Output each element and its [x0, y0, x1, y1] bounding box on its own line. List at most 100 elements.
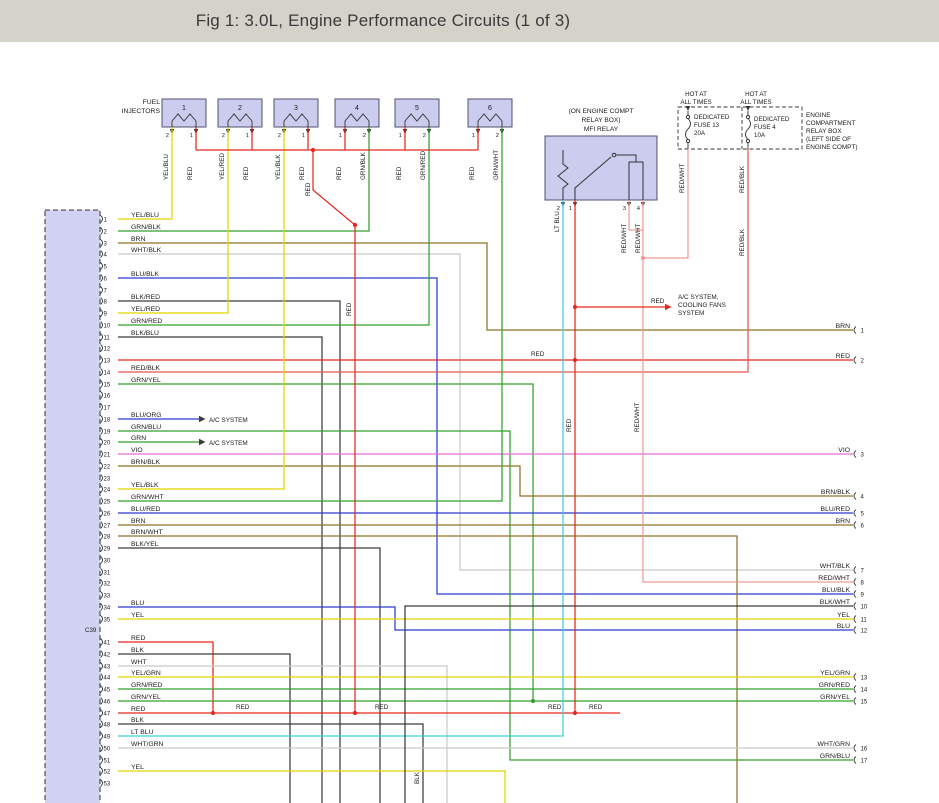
pin-bracket	[100, 286, 103, 294]
wire-blk	[118, 723, 424, 803]
pin-bracket	[853, 356, 857, 364]
wire-label: RED	[531, 351, 545, 358]
wire-label: BLU	[837, 623, 850, 630]
pin-bracket	[100, 497, 103, 505]
wire-label: BLK	[414, 771, 421, 784]
pin-number: 22	[104, 465, 111, 471]
wire-label: RED	[305, 182, 312, 196]
pin-bracket	[853, 326, 857, 334]
relay-box-location-label: (LEFT SIDE OF	[806, 136, 851, 143]
pin-bracket	[100, 356, 103, 364]
pin-bracket	[853, 602, 857, 610]
pin-number: 49	[104, 735, 111, 741]
wire-red	[312, 150, 356, 713]
pin-bracket	[100, 662, 103, 670]
injector-coil-icon	[344, 113, 370, 122]
wire-label: RED	[651, 298, 665, 305]
wire-wht	[118, 665, 448, 803]
pin-number: 51	[104, 759, 111, 765]
pin-number: 15	[861, 700, 868, 706]
pin-number: 4	[861, 495, 865, 501]
injector-pin-number: 2	[278, 133, 281, 139]
wire-label: RED/BLK	[739, 165, 746, 193]
pin-number: 5	[861, 512, 865, 518]
junction-dot	[640, 255, 646, 261]
wire-label: BLK/WHT	[820, 599, 850, 606]
wire-label: RED	[589, 704, 603, 711]
pin-number: 46	[104, 700, 111, 706]
pin-number: 1	[861, 329, 865, 335]
relay-pin-number: 2	[557, 206, 560, 212]
junction-dot	[530, 698, 536, 704]
pin-number: 50	[104, 747, 111, 753]
pin-bracket	[100, 685, 103, 693]
pin-bracket	[100, 368, 103, 376]
wire-label: RED/WHT	[679, 163, 686, 193]
pin-number: 13	[104, 359, 111, 365]
hot-at-label: ALL TIMES	[740, 99, 771, 106]
pin-bracket	[100, 650, 103, 658]
pin-bracket	[100, 756, 103, 764]
pin-bracket	[100, 603, 103, 611]
pin-number: 21	[104, 453, 111, 459]
injector-coil-icon	[477, 113, 503, 122]
pin-bracket	[100, 262, 103, 270]
pin-bracket	[853, 756, 857, 764]
pin-number: 53	[104, 782, 111, 788]
wire-label: GRN/YEL	[820, 694, 850, 701]
wire-label: RED	[375, 704, 389, 711]
pin-bracket	[100, 227, 103, 235]
wire-label: GRN/RED	[131, 682, 162, 689]
components-layer	[44, 98, 803, 803]
relay-link	[616, 154, 637, 162]
injector-box	[334, 98, 380, 128]
injector-pin-number: 1	[190, 133, 193, 139]
relay-box-location-label: ENGINE COMPT)	[806, 144, 857, 151]
wire-label: GRN/BLU	[131, 424, 161, 431]
wire-label: GRN/RED	[131, 318, 162, 325]
pin-bracket	[100, 462, 103, 470]
pin-bracket	[853, 697, 857, 705]
wire-label: BLU/BLK	[131, 271, 159, 278]
pin-number: 7	[104, 289, 108, 295]
fuse-terminal	[685, 114, 691, 120]
relay-switch-icon	[574, 156, 612, 200]
pin-bracket	[100, 380, 103, 388]
pin-bracket	[100, 403, 103, 411]
pin-bracket	[853, 521, 857, 529]
pin-bracket	[853, 626, 857, 634]
pin-number: 15	[104, 383, 111, 389]
wire-label: BLK	[131, 647, 144, 654]
wire-label: RED	[346, 302, 353, 316]
pin-number: 44	[104, 676, 111, 682]
pin-bracket	[100, 709, 103, 717]
pin-bracket	[100, 438, 103, 446]
pin-number: 16	[861, 747, 868, 753]
fuel-injectors-label: INJECTORS	[122, 108, 161, 115]
pin-number: 14	[104, 371, 111, 377]
pin-number: 13	[861, 676, 868, 682]
pin-number: 16	[104, 394, 111, 400]
wire-label: BRN	[131, 236, 145, 243]
pin-bracket	[100, 591, 103, 599]
relay-pin-number: 1	[569, 206, 572, 212]
junction-dot	[352, 710, 358, 716]
wire-label: RED	[299, 166, 306, 180]
pin-bracket	[100, 239, 103, 247]
fuse-label: DEDICATED	[754, 116, 790, 123]
wire-label: YEL/BLU	[131, 212, 159, 219]
injector-number: 6	[488, 105, 492, 112]
pin-number: 41	[104, 641, 111, 647]
mfi-relay-label: MFI RELAY	[584, 126, 619, 133]
pin-number: 30	[104, 559, 111, 565]
wire-label: RED/WHT	[634, 402, 641, 432]
injector-box	[273, 98, 319, 128]
text-layer: 1 YEL/BLU 2 GRN/BLK 3 BRN 4 WHT/BLK 5 6 BLU/BLK 7 8 B…	[85, 91, 868, 788]
wire-label: BLU	[131, 600, 144, 607]
pin-bracket	[100, 568, 103, 576]
wire-label: GRN/YEL	[131, 377, 161, 384]
wire-label: BRN	[131, 518, 145, 525]
pin-bracket	[100, 274, 103, 282]
mfi-relay-box	[544, 135, 658, 201]
pin-number: 33	[104, 594, 111, 600]
